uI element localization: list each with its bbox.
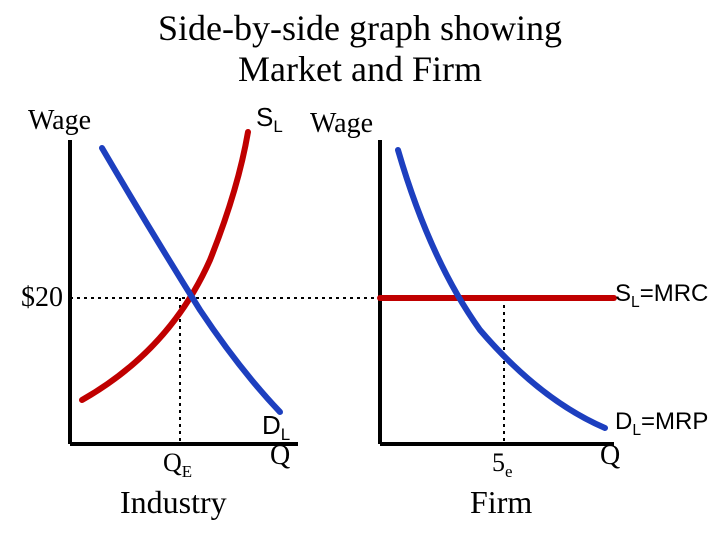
label-five_e: 5e	[492, 448, 513, 482]
left-supply-curve	[82, 132, 248, 400]
label-SL_MRC: SL=MRC	[615, 280, 708, 312]
label-DL_MRP: DL=MRP	[615, 408, 708, 440]
label-SL_top: SL	[256, 102, 283, 137]
left-demand-curve	[102, 148, 280, 412]
label-wage_left: Wage	[28, 105, 91, 137]
label-firm: Firm	[470, 484, 532, 521]
label-wage_right: Wage	[310, 108, 373, 140]
right-demand-curve	[398, 150, 605, 428]
label-Q_left: Q	[270, 440, 290, 472]
label-price20: $20	[21, 282, 63, 314]
label-Q_right: Q	[600, 440, 620, 472]
label-QE: QE	[163, 448, 192, 482]
label-industry: Industry	[120, 484, 227, 521]
